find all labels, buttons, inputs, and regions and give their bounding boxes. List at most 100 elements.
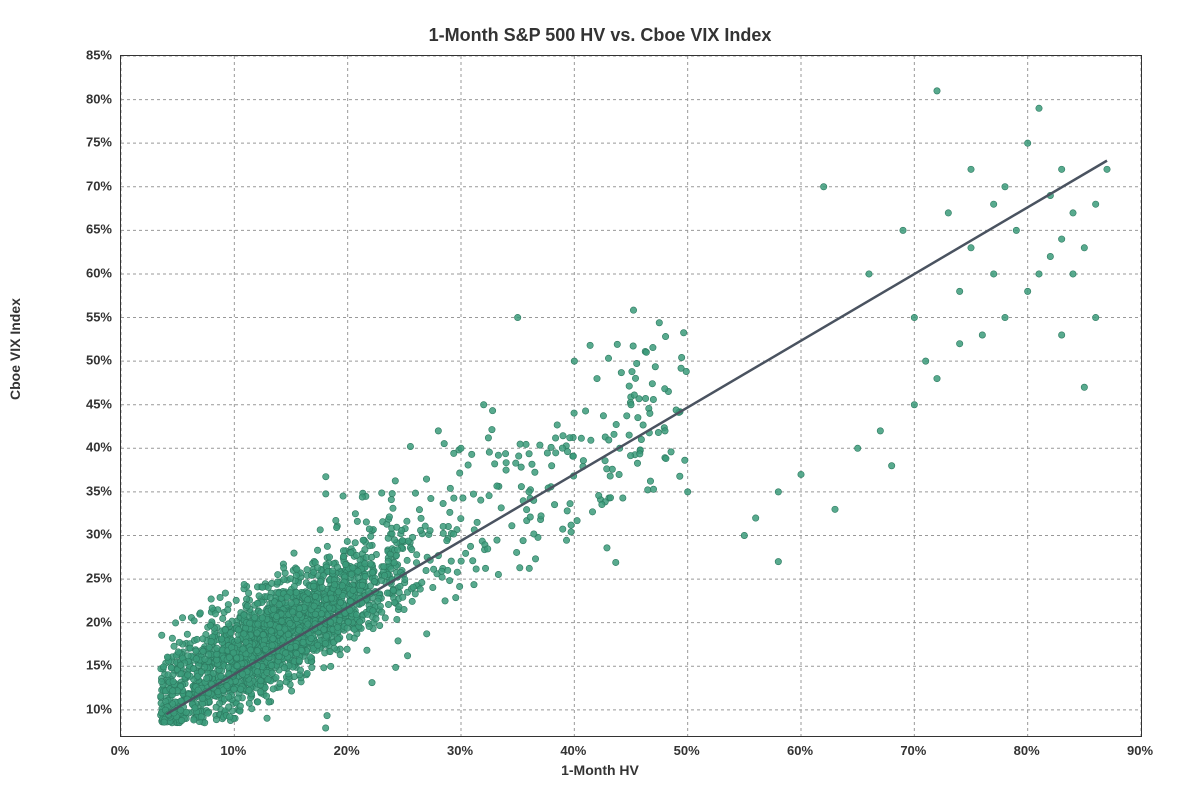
data-point	[310, 583, 316, 589]
x-tick-label: 60%	[787, 743, 813, 758]
y-tick-label: 65%	[72, 222, 112, 237]
data-point	[548, 463, 554, 469]
data-point	[287, 645, 293, 651]
data-point	[1036, 105, 1042, 111]
data-point	[169, 688, 175, 694]
y-tick-label: 30%	[72, 527, 112, 542]
data-point	[264, 715, 270, 721]
data-point	[344, 538, 350, 544]
y-tick-label: 55%	[72, 309, 112, 324]
data-point	[582, 408, 588, 414]
data-point	[587, 342, 593, 348]
data-point	[262, 646, 268, 652]
data-point	[390, 505, 396, 511]
data-point	[517, 441, 523, 447]
data-point	[360, 537, 366, 543]
data-point	[362, 560, 368, 566]
scatter-chart: 1-Month S&P 500 HV vs. Cboe VIX Index 1-…	[0, 0, 1200, 800]
data-point	[956, 288, 962, 294]
data-point	[470, 558, 476, 564]
data-point	[832, 506, 838, 512]
data-point	[321, 664, 327, 670]
data-point	[241, 612, 247, 618]
y-tick-label: 45%	[72, 396, 112, 411]
data-point	[447, 485, 453, 491]
data-point	[450, 531, 456, 537]
data-point	[200, 636, 206, 642]
data-point	[416, 506, 422, 512]
data-point	[351, 635, 357, 641]
data-point	[352, 511, 358, 517]
data-point	[185, 653, 191, 659]
data-point	[922, 358, 928, 364]
data-point	[580, 457, 586, 463]
data-point	[606, 437, 612, 443]
data-point	[560, 526, 566, 532]
data-point	[194, 636, 200, 642]
data-point	[296, 658, 302, 664]
data-point	[453, 594, 459, 600]
data-point	[331, 582, 337, 588]
data-point	[532, 469, 538, 475]
data-point	[391, 537, 397, 543]
data-point	[424, 631, 430, 637]
data-point	[201, 664, 207, 670]
data-point	[448, 558, 454, 564]
data-point	[1081, 384, 1087, 390]
data-point	[389, 490, 395, 496]
data-point	[441, 440, 447, 446]
data-point	[513, 460, 519, 466]
data-point	[775, 558, 781, 564]
data-point	[618, 369, 624, 375]
data-point	[244, 603, 250, 609]
data-point	[613, 559, 619, 565]
data-point	[662, 386, 668, 392]
data-point	[179, 615, 185, 621]
data-point	[647, 410, 653, 416]
data-point	[328, 595, 334, 601]
data-point	[178, 671, 184, 677]
data-point	[588, 437, 594, 443]
data-point	[326, 554, 332, 560]
data-point	[287, 575, 293, 581]
data-point	[888, 463, 894, 469]
data-point	[255, 621, 261, 627]
data-point	[233, 597, 239, 603]
data-point	[877, 428, 883, 434]
data-point	[260, 632, 266, 638]
data-point	[322, 725, 328, 731]
data-point	[315, 642, 321, 648]
data-point	[198, 714, 204, 720]
data-point	[741, 532, 747, 538]
data-point	[179, 717, 185, 723]
y-tick-label: 15%	[72, 658, 112, 673]
data-point	[489, 407, 495, 413]
data-point	[485, 546, 491, 552]
data-point	[428, 495, 434, 501]
data-point	[208, 638, 214, 644]
data-point	[220, 615, 226, 621]
data-point	[205, 710, 211, 716]
data-point	[337, 652, 343, 658]
data-point	[440, 500, 446, 506]
data-point	[234, 663, 240, 669]
data-point	[1058, 166, 1064, 172]
data-point	[404, 653, 410, 659]
data-point	[277, 680, 283, 686]
data-point	[254, 600, 260, 606]
data-point	[1024, 140, 1030, 146]
data-point	[423, 476, 429, 482]
data-point	[613, 421, 619, 427]
data-point	[518, 464, 524, 470]
data-point	[568, 522, 574, 528]
data-point	[517, 565, 523, 571]
data-point	[640, 422, 646, 428]
data-point	[304, 670, 310, 676]
data-point	[285, 671, 291, 677]
data-point	[322, 650, 328, 656]
x-tick-label: 0%	[111, 743, 130, 758]
data-point	[326, 605, 332, 611]
data-point	[267, 594, 273, 600]
data-point	[968, 166, 974, 172]
data-point	[392, 478, 398, 484]
